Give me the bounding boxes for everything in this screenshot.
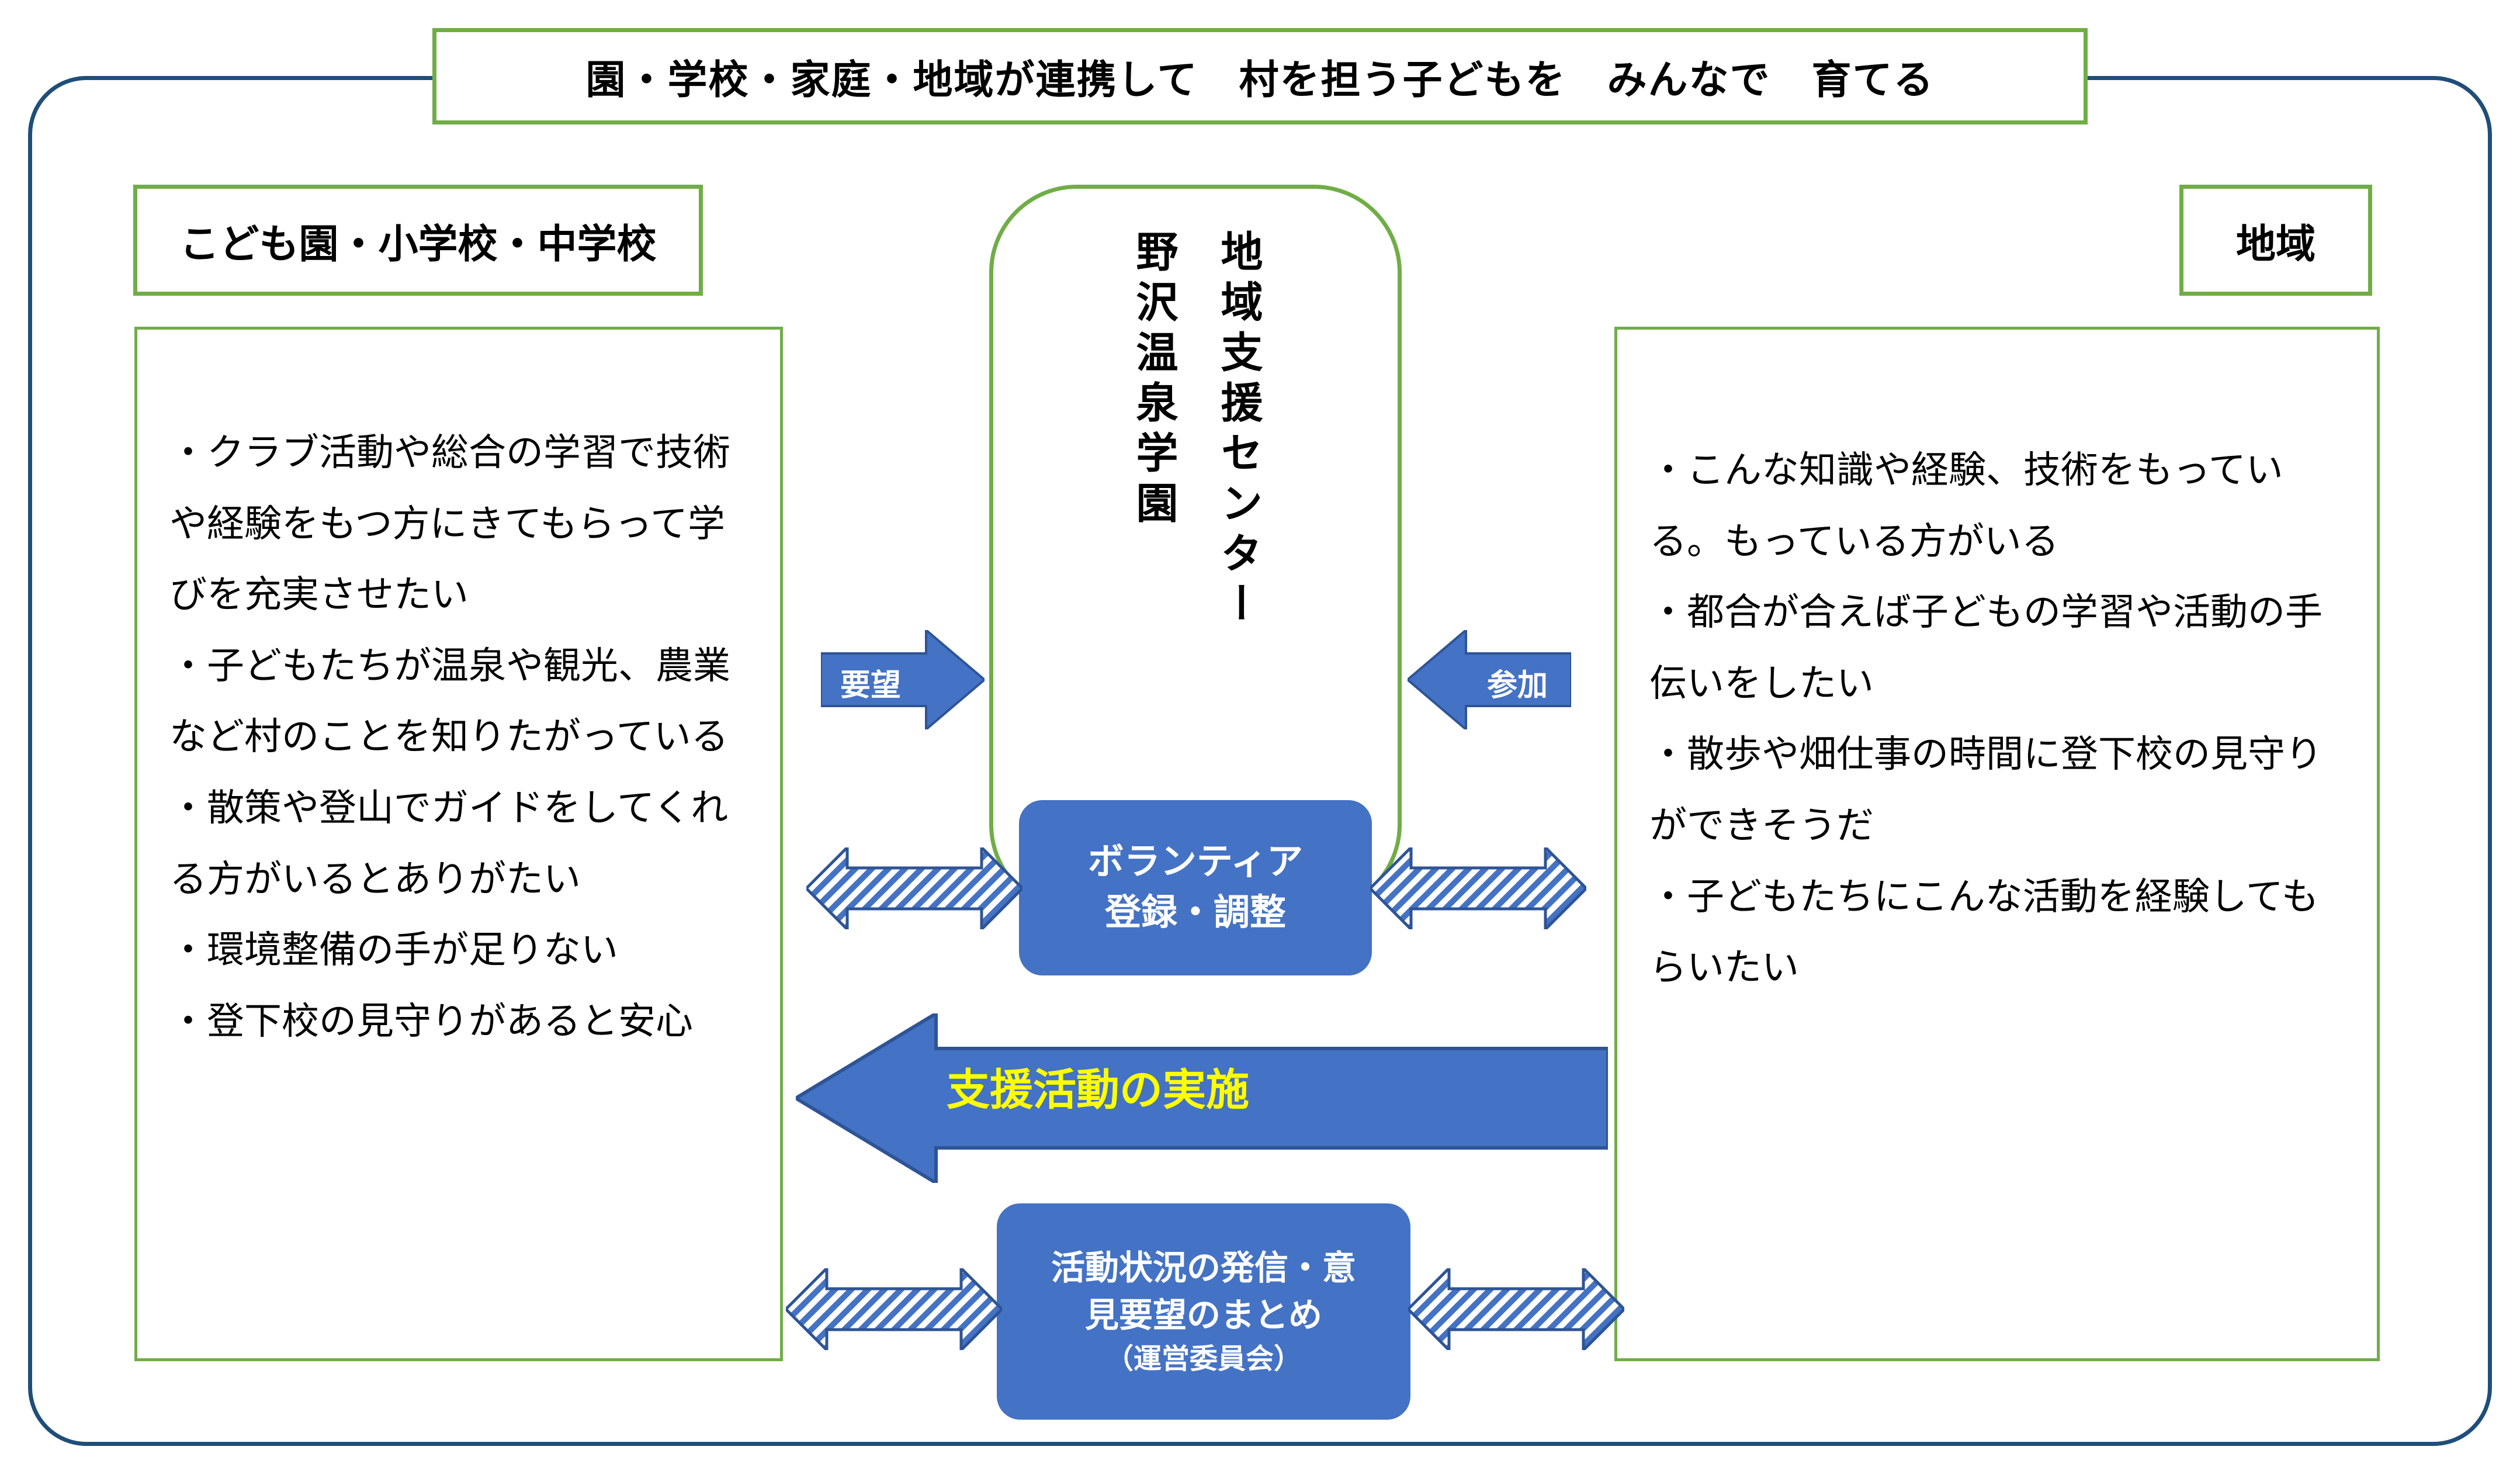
participate-label: 参加 bbox=[1487, 660, 1548, 704]
left-header-box: こども園・小学校・中学校 bbox=[133, 185, 703, 296]
right-header-box: 地域 bbox=[2179, 185, 2372, 296]
left-content-box: ・クラブ活動や総合の学習で技術や経験をもつ方にきてもらって学びを充実させたい ・… bbox=[134, 327, 783, 1361]
report-line3: （運営委員会） bbox=[1105, 1340, 1302, 1379]
center-line1: 野沢温泉学園 bbox=[1122, 230, 1184, 531]
report-line2: 見要望のまとめ bbox=[1085, 1292, 1322, 1339]
volunteer-line1: ボランティア bbox=[1088, 837, 1303, 888]
right-content-box: ・こんな知識や経験、技術をもっている。もっている方がいる ・都合が合えば子どもの… bbox=[1614, 327, 2380, 1361]
striped-arrow-vol-right bbox=[1370, 847, 1586, 929]
striped-arrow-act-left bbox=[786, 1268, 1002, 1350]
title-text: 園・学校・家庭・地域が連携して 村を担う子どもを みんなで 育てる bbox=[586, 47, 1935, 105]
center-line2: 地域支援センター bbox=[1207, 230, 1268, 632]
striped-arrow-act-right bbox=[1408, 1268, 1624, 1350]
support-label: 支援活動の実施 bbox=[947, 1055, 1249, 1117]
volunteer-line2: 登録・調整 bbox=[1105, 888, 1286, 939]
right-bullets: ・こんな知識や経験、技術をもっている。もっている方がいる ・都合が合えば子どもの… bbox=[1649, 435, 2351, 1004]
left-bullets: ・クラブ活動や総合の学習で技術や経験をもつ方にきてもらって学びを充実させたい ・… bbox=[169, 417, 748, 1057]
right-header-text: 地域 bbox=[2236, 212, 2316, 269]
left-header-text: こども園・小学校・中学校 bbox=[179, 212, 656, 269]
title-banner: 園・学校・家庭・地域が連携して 村を担う子どもを みんなで 育てる bbox=[432, 28, 2088, 124]
activity-box: 活動状況の発信・意 見要望のまとめ （運営委員会） bbox=[997, 1203, 1410, 1420]
report-line1: 活動状況の発信・意 bbox=[1051, 1244, 1356, 1292]
volunteer-box: ボランティア 登録・調整 bbox=[1019, 800, 1372, 975]
request-label: 要望 bbox=[840, 660, 901, 704]
striped-arrow-vol-left bbox=[806, 847, 1022, 929]
